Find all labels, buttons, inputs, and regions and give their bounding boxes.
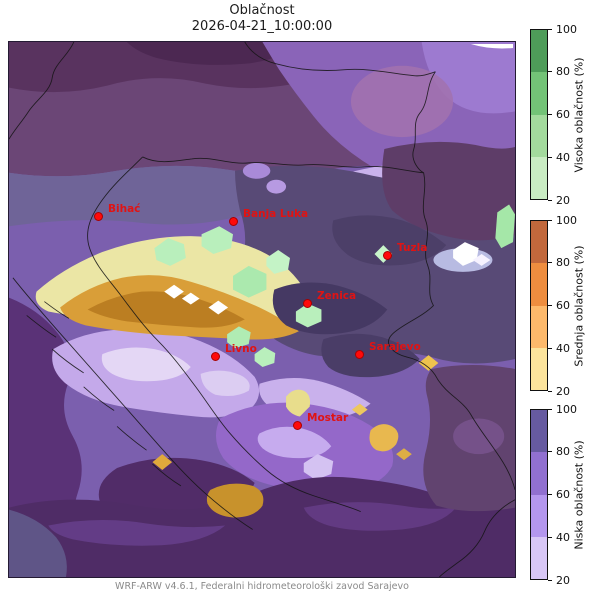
city-marker-bihac xyxy=(93,211,103,221)
colorbar-visoka-oblacnost--ticklabel: 40 xyxy=(556,150,570,164)
colorbar-visoka-oblacnost--axis-label: Visoka oblačnost (%) xyxy=(572,56,586,173)
colorbar-niska-oblacnost--tick xyxy=(548,536,552,538)
colorbar-niska-oblacnost--band xyxy=(531,494,547,537)
low-cloud-layer xyxy=(9,42,515,577)
colorbar-srednja-oblacnost- xyxy=(530,220,548,391)
chart-subtitle: 2026-04-21_10:00:00 xyxy=(191,19,333,34)
colorbar-niska-oblacnost--tick xyxy=(548,451,552,453)
colorbar-niska-oblacnost- xyxy=(530,409,548,580)
colorbar-niska-oblacnost--ticklabel: 20 xyxy=(556,573,570,587)
city-label-sarajevo: Sarajevo xyxy=(369,341,421,353)
city-marker-mostar xyxy=(292,420,302,430)
colorbar-niska-oblacnost--tick xyxy=(548,408,552,410)
colorbar-srednja-oblacnost--tick xyxy=(548,305,552,306)
colorbar-niska-oblacnost--band xyxy=(531,410,547,453)
city-marker-tuzla xyxy=(382,250,392,260)
chart-title: Oblačnost xyxy=(229,3,295,18)
colorbar-visoka-oblacnost--ticklabel: 100 xyxy=(556,22,577,36)
colorbar-niska-oblacnost--ticklabel: 60 xyxy=(556,488,570,501)
colorbar-visoka-oblacnost--band xyxy=(531,72,547,115)
country-borders xyxy=(9,42,515,577)
colorbar-niska-oblacnost--ticklabel: 40 xyxy=(556,530,570,544)
city-marker-banja-luka xyxy=(228,216,238,226)
colorbar-visoka-oblacnost--band xyxy=(531,156,547,199)
colorbar-niska-oblacnost--tick xyxy=(548,579,552,581)
city-label-mostar: Mostar xyxy=(307,412,349,424)
colorbar-srednja-oblacnost--ticklabel: 40 xyxy=(556,341,570,355)
city-marker-sarajevo xyxy=(354,349,364,359)
footer-credit: WRF-ARW v4.6.1, Federalni hidrometeorolo… xyxy=(115,581,409,592)
colorbar-srednja-oblacnost--tick xyxy=(548,347,552,349)
colorbar-srednja-oblacnost--ticklabel: 20 xyxy=(556,384,570,398)
colorbar-niska-oblacnost--ticklabel: 100 xyxy=(556,402,577,416)
colorbar-visoka-oblacnost--tick xyxy=(548,28,552,30)
colorbar-srednja-oblacnost--ticklabel: 60 xyxy=(556,299,570,312)
colorbar-srednja-oblacnost--band xyxy=(531,221,547,264)
colorbar-visoka-oblacnost--tick xyxy=(548,199,552,201)
colorbar-visoka-oblacnost--ticklabel: 80 xyxy=(556,65,570,79)
city-marker-livno xyxy=(210,351,220,361)
colorbar-srednja-oblacnost--ticklabel: 80 xyxy=(556,256,570,270)
colorbar-srednja-oblacnost--tick xyxy=(548,219,552,221)
city-label-bihac: Bihać xyxy=(108,203,141,215)
colorbar-srednja-oblacnost--ticklabel: 100 xyxy=(556,213,577,227)
city-label-tuzla: Tuzla xyxy=(397,242,428,254)
city-label-zenica: Zenica xyxy=(317,290,357,302)
colorbar-visoka-oblacnost- xyxy=(530,29,548,200)
colorbar-srednja-oblacnost--axis-label: Srednja oblačnost (%) xyxy=(572,244,586,367)
high-cloud-layer xyxy=(154,204,515,367)
city-label-livno: Livno xyxy=(225,343,257,355)
colorbar-niska-oblacnost--ticklabel: 80 xyxy=(556,445,570,459)
low-cloud-dark-cores xyxy=(272,282,420,378)
colorbar-niska-oblacnost--axis-label: Niska oblačnost (%) xyxy=(572,439,586,550)
city-marker-zenica xyxy=(302,298,312,308)
colorbar-srednja-oblacnost--tick xyxy=(548,262,552,264)
colorbar-visoka-oblacnost--tick xyxy=(548,71,552,73)
colorbar-srednja-oblacnost--tick xyxy=(548,390,552,392)
colorbar-visoka-oblacnost--band xyxy=(531,30,547,73)
cloud-cover-map-art xyxy=(9,42,515,577)
colorbar-srednja-oblacnost--band xyxy=(531,347,547,390)
colorbar-visoka-oblacnost--ticklabel: 20 xyxy=(556,193,570,207)
colorbar-visoka-oblacnost--tick xyxy=(548,114,552,115)
colorbar-niska-oblacnost--band xyxy=(531,536,547,579)
colorbar-niska-oblacnost--band xyxy=(531,452,547,495)
colorbar-visoka-oblacnost--ticklabel: 60 xyxy=(556,108,570,121)
colorbar-niska-oblacnost--tick xyxy=(548,494,552,495)
city-label-banja-luka: Banja Luka xyxy=(243,208,309,220)
colorbar-visoka-oblacnost--band xyxy=(531,114,547,157)
map-panel: Bihać Banja Luka Tuzla Zenica Sarajevo Livno M… xyxy=(8,41,516,578)
colorbar-srednja-oblacnost--band xyxy=(531,305,547,348)
colorbar-srednja-oblacnost--band xyxy=(531,263,547,306)
colorbar-visoka-oblacnost--tick xyxy=(548,156,552,158)
